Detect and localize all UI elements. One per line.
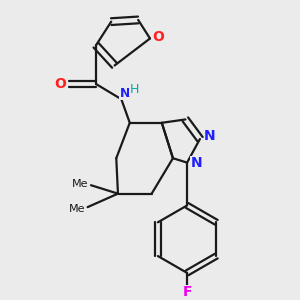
Text: N: N [119,87,130,100]
Text: O: O [152,30,164,44]
Text: Me: Me [72,178,88,188]
Text: N: N [191,156,203,170]
Text: Me: Me [69,204,85,214]
Text: N: N [204,129,216,143]
Text: F: F [182,286,192,299]
Text: H: H [130,82,139,96]
Text: O: O [55,77,67,91]
